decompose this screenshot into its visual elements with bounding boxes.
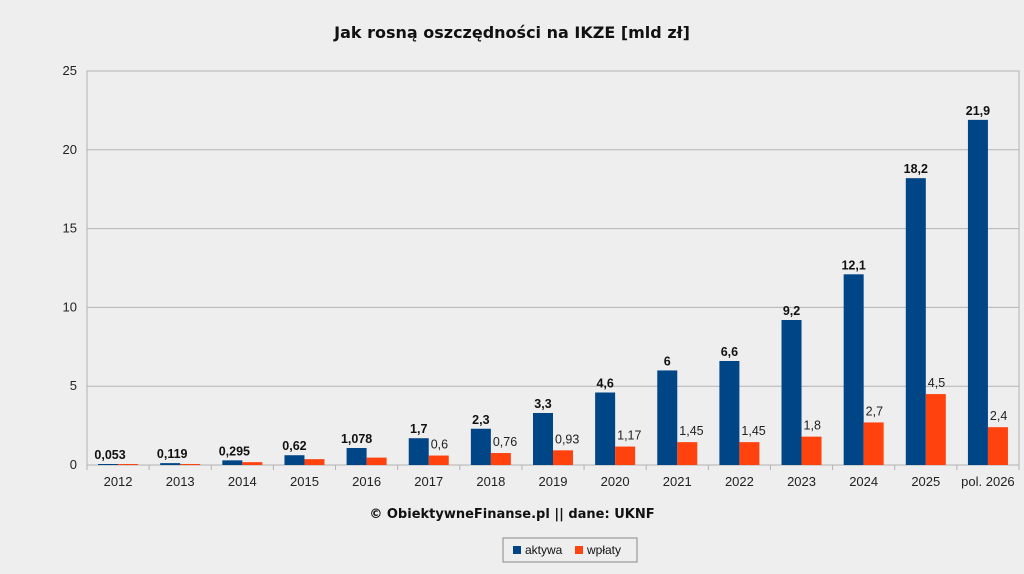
data-label-wplaty: 0,6: [431, 438, 448, 452]
x-tick-label: 2013: [166, 474, 195, 489]
x-tick-label: 2018: [476, 474, 505, 489]
legend: aktywa wpłaty: [502, 537, 638, 563]
data-label-aktywa: 0,62: [282, 439, 306, 453]
x-tick-label: 2023: [787, 474, 816, 489]
bar-aktywa: [843, 274, 864, 465]
bar-aktywa: [222, 460, 243, 465]
legend-swatch-wplaty: [575, 546, 583, 554]
legend-box: [502, 537, 638, 563]
bar-wplaty: [304, 459, 325, 465]
data-label-aktywa: 9,2: [783, 304, 800, 318]
data-label-aktywa: 6,6: [721, 345, 738, 359]
legend-label-aktywa: aktywa: [525, 543, 563, 557]
bar-wplaty: [490, 453, 511, 465]
bar-aktywa: [284, 455, 305, 465]
y-axis-ticks: 0 5 10 15 20 25: [63, 63, 77, 472]
bars: [98, 119, 1008, 465]
bar-wplaty: [863, 422, 884, 465]
data-label-aktywa: 18,2: [904, 162, 928, 176]
bar-wplaty: [553, 450, 573, 465]
data-label-wplaty: 1,45: [679, 424, 703, 438]
x-tick-label: 2012: [104, 474, 133, 489]
x-axis-ticks: 2012 2013 2014 2015 2016 2017 2018 2019 2020 2021…: [104, 474, 1015, 489]
bar-aktywa: [98, 464, 119, 465]
y-tick-label: 20: [63, 142, 77, 157]
chart-title: Jak rosną oszczędności na IKZE [mld zł]: [333, 23, 690, 42]
data-labels: 0,053 0,119 0,295 0,62 1,078 1,7 2,3 3,3 4,6 6 6,6…: [94, 104, 1007, 462]
bar-wplaty: [615, 446, 636, 465]
bar-wplaty: [801, 436, 822, 465]
legend-label-wplaty: wpłaty: [586, 543, 621, 557]
y-tick-label: 0: [70, 457, 77, 472]
x-tick-label: 2022: [725, 474, 754, 489]
data-label-aktywa: 0,119: [157, 447, 188, 461]
data-label-aktywa: 6: [664, 354, 671, 368]
x-tick-label: 2019: [539, 474, 568, 489]
bar-wplaty: [366, 457, 387, 465]
y-tick-label: 25: [63, 63, 77, 78]
bar-aktywa: [781, 320, 802, 465]
bar-aktywa: [967, 119, 988, 465]
x-tick-label: 2014: [228, 474, 257, 489]
x-tick-label: 2017: [414, 474, 443, 489]
bar-wplaty: [118, 464, 139, 465]
bar-aktywa: [595, 392, 616, 465]
data-label-wplaty: 1,8: [804, 419, 821, 433]
x-tick-label: 2025: [911, 474, 940, 489]
x-tick-label: 2020: [601, 474, 630, 489]
data-label-wplaty: 1,17: [617, 429, 641, 443]
bar-wplaty: [180, 464, 201, 465]
legend-swatch-aktywa: [513, 546, 521, 554]
y-tick-label: 5: [70, 378, 77, 393]
bar-wplaty: [677, 442, 698, 465]
bar-aktywa: [657, 370, 678, 465]
data-label-wplaty: 4,5: [928, 376, 945, 390]
data-label-aktywa: 3,3: [534, 397, 551, 411]
bar-wplaty: [739, 442, 760, 465]
chart-source: © ObiektywneFinanse.pl || dane: UKNF: [369, 507, 654, 522]
y-tick-label: 15: [63, 221, 77, 236]
bar-wplaty: [987, 427, 1008, 465]
bar-aktywa: [719, 360, 740, 465]
data-label-wplaty: 1,45: [741, 424, 765, 438]
bar-aktywa: [408, 438, 429, 465]
bar-aktywa: [346, 448, 367, 465]
bar-aktywa: [160, 463, 181, 465]
data-label-aktywa: 21,9: [966, 104, 990, 118]
x-tick-label: pol. 2026: [961, 474, 1015, 489]
x-tick-label: 2024: [849, 474, 878, 489]
data-label-aktywa: 0,295: [219, 444, 250, 458]
x-tick-label: 2021: [663, 474, 692, 489]
bar-aktywa: [905, 178, 926, 465]
bar-wplaty: [242, 462, 263, 465]
bar-wplaty: [925, 394, 946, 465]
bar-aktywa: [533, 412, 553, 465]
data-label-wplaty: 0,76: [493, 435, 517, 449]
data-label-aktywa: 0,053: [94, 448, 125, 462]
data-label-wplaty: 0,93: [555, 432, 579, 446]
y-tick-label: 10: [63, 299, 77, 314]
data-label-aktywa: 4,6: [596, 377, 613, 391]
data-label-wplaty: 2,7: [866, 404, 883, 418]
data-label-wplaty: 2,4: [990, 409, 1007, 423]
bar-aktywa: [470, 428, 491, 465]
bar-wplaty: [428, 455, 449, 465]
x-tick-label: 2016: [352, 474, 381, 489]
data-label-aktywa: 12,1: [841, 258, 865, 272]
data-label-aktywa: 1,078: [341, 432, 372, 446]
data-label-aktywa: 1,7: [410, 422, 427, 436]
x-tick-label: 2015: [290, 474, 319, 489]
data-label-aktywa: 2,3: [472, 413, 489, 427]
